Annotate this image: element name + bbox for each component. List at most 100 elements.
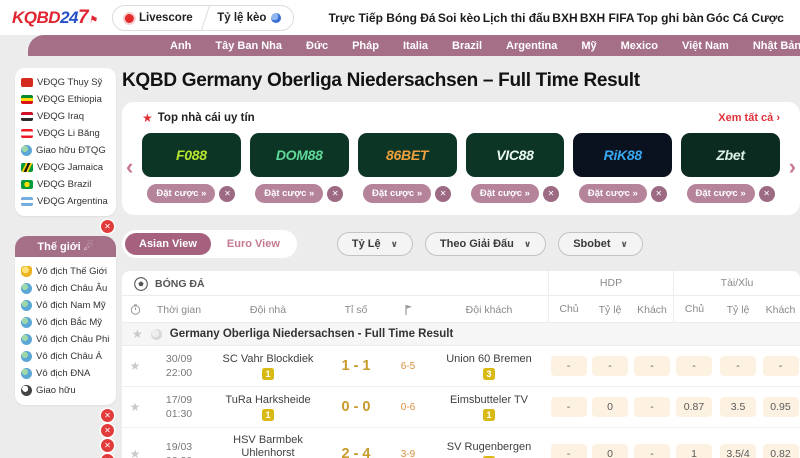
sidebar-item-giao-huu[interactable]: Giao hữu (21, 382, 110, 399)
bookmaker-logo-f088[interactable]: F088 (142, 133, 241, 177)
league-filter-dropdown[interactable]: Theo Giải Đấu ∨ (424, 232, 547, 256)
bet-button[interactable]: Đặt cược » (147, 184, 216, 203)
match-row[interactable]: ★ 19/0302:30 HSV Barmbek Uhlenhorst51 2 … (122, 428, 800, 458)
country-my[interactable]: Mỹ (581, 39, 597, 52)
away-team[interactable]: SV Rugenbergen1 (430, 441, 548, 458)
circle-x-icon[interactable]: ✕ (327, 185, 344, 202)
sidebar-item-jamaica[interactable]: VĐQG Jamaica (21, 159, 110, 176)
bookmaker-logo-86bet[interactable]: 86BET (357, 133, 457, 177)
close-icon[interactable]: ✕ (101, 454, 114, 458)
tab-euro-view[interactable]: Euro View (213, 233, 294, 255)
carousel-prev-icon[interactable]: ‹ (126, 154, 134, 179)
match-row[interactable]: ★ 17/09 01:30 TuRa Harksheide 1 0 - 0 0-6 … (122, 387, 800, 428)
favorite-star-icon[interactable]: ★ (129, 400, 141, 414)
odds-cell[interactable]: 3.5 (720, 397, 756, 417)
odds-toggle[interactable]: Tỷ lệ kèo (205, 6, 293, 30)
favorite-star-icon[interactable]: ★ (129, 359, 141, 373)
home-team[interactable]: SC Vahr Blockdiek 1 (222, 352, 314, 380)
odds-cell[interactable]: - (762, 356, 799, 376)
close-icon[interactable]: ✕ (101, 424, 114, 437)
country-anh[interactable]: Anh (170, 39, 192, 52)
odds-cell[interactable]: - (720, 356, 756, 376)
odds-cell[interactable]: - (676, 356, 712, 376)
country-viet-nam[interactable]: Việt Nam (681, 39, 729, 52)
country-mexico[interactable]: Mexico (620, 39, 658, 52)
circle-x-icon[interactable]: ✕ (219, 185, 236, 202)
star-icon[interactable]: ★ (132, 327, 143, 341)
circle-x-icon[interactable]: ✕ (650, 185, 667, 202)
bookmaker-logo-rik88[interactable]: RiK88 (573, 133, 673, 177)
bet-button[interactable]: Đặt cược » (363, 184, 432, 203)
sidebar-item-nam-my[interactable]: Vô địch Nam Mỹ (21, 297, 110, 314)
bet-button[interactable]: Đặt cược » (255, 184, 324, 203)
circle-x-icon[interactable]: ✕ (435, 185, 452, 202)
sidebar-item-chau-au[interactable]: Vô địch Châu Âu (21, 280, 110, 297)
country-phap[interactable]: Pháp (352, 39, 379, 52)
nav-truc-tiep[interactable]: Trực Tiếp Bóng Đá (328, 10, 436, 25)
odds-cell[interactable]: 0 (592, 397, 628, 417)
country-tay-ban-nha[interactable]: Tây Ban Nha (215, 39, 283, 52)
circle-x-icon[interactable]: ✕ (542, 185, 559, 202)
nav-soi-keo[interactable]: Soi kèo (437, 10, 481, 25)
odds-cell[interactable]: - (592, 356, 628, 376)
nav-lich-thi-dau[interactable]: Lịch thi đấu (482, 10, 551, 25)
sidebar-item-chau-a[interactable]: Vô địch Châu Á (21, 348, 110, 365)
bookmaker-filter-dropdown[interactable]: Sbobet ∨ (558, 232, 643, 256)
tab-asian-view[interactable]: Asian View (125, 233, 211, 255)
country-brazil[interactable]: Brazil (452, 39, 483, 52)
country-italia[interactable]: Italia (402, 39, 429, 52)
odds-cell[interactable]: - (634, 444, 670, 458)
country-argentina[interactable]: Argentina (506, 39, 558, 52)
carousel-next-icon[interactable]: › (788, 154, 796, 179)
close-icon[interactable]: ✕ (101, 220, 114, 233)
odds-cell[interactable]: 3.5/4 (720, 444, 756, 458)
odds-cell[interactable]: - (550, 444, 587, 458)
odds-cell[interactable]: 0 (592, 444, 628, 458)
sidebar-item-dna[interactable]: Vô địch ĐNA (21, 365, 110, 382)
sidebar-item-brazil[interactable]: VĐQG Brazil (21, 176, 110, 193)
nav-goc-ca-cuoc[interactable]: Góc Cá Cược (706, 10, 784, 25)
sidebar-item-iraq[interactable]: VĐQG Iraq (21, 108, 110, 125)
odds-cell[interactable]: 0.95 (762, 397, 799, 417)
bet-button[interactable]: Đặt cược » (470, 184, 539, 203)
nav-top-ghi-ban[interactable]: Top ghi bàn (636, 10, 704, 25)
view-all-link[interactable]: Xem tất cả › (718, 112, 780, 124)
sidebar-item-argentina[interactable]: VĐQG Argentina (21, 193, 110, 210)
bookmaker-logo-vic88[interactable]: VIC88 (465, 133, 565, 177)
sidebar-item-li-bang[interactable]: VĐQG Li Băng (21, 125, 110, 142)
nav-bxh-fifa[interactable]: BXH FIFA (579, 10, 635, 25)
odds-cell[interactable]: - (550, 356, 587, 376)
bet-button[interactable]: Đặt cược » (686, 184, 755, 203)
country-duc[interactable]: Đức (306, 39, 329, 52)
odds-cell[interactable]: - (550, 397, 587, 417)
nav-bxh[interactable]: BXH (552, 10, 578, 25)
sidebar-item-bac-my[interactable]: Vô địch Bắc Mỹ (21, 314, 110, 331)
odds-cell[interactable]: 0.82 (762, 444, 799, 458)
odds-cell[interactable]: - (634, 356, 670, 376)
site-logo[interactable]: KQBD 24 7 ⚑ (12, 7, 98, 29)
odds-cell[interactable]: - (634, 397, 670, 417)
favorite-star-icon[interactable]: ★ (129, 447, 141, 458)
odds-type-dropdown[interactable]: Tỷ Lệ ∨ (336, 232, 413, 256)
country-nhat-ban[interactable]: Nhật Bản (752, 39, 800, 52)
odds-cell[interactable]: 1 (676, 444, 712, 458)
bookmaker-logo-dom88[interactable]: DOM88 (249, 133, 349, 177)
sidebar-item-ethiopia[interactable]: VĐQG Ethiopia (21, 91, 110, 108)
close-icon[interactable]: ✕ (101, 439, 114, 452)
bet-button[interactable]: Đặt cược » (578, 184, 647, 203)
home-team[interactable]: TuRa Harksheide 1 (225, 393, 311, 421)
match-row[interactable]: ★ 30/09 22:00 SC Vahr Blockdiek 1 1 - 1 6-… (122, 346, 800, 387)
livescore-toggle[interactable]: Livescore (112, 5, 210, 30)
bookmaker-logo-zbet[interactable]: Zbet (681, 133, 780, 177)
close-icon[interactable]: ✕ (101, 409, 114, 422)
away-team[interactable]: Eimsbutteler TV 1 (449, 393, 529, 421)
circle-x-icon[interactable]: ✕ (758, 185, 775, 202)
sidebar-item-thuy-sy[interactable]: VĐQG Thụy Sỹ (21, 74, 110, 91)
league-header-row[interactable]: ★ Germany Oberliga Niedersachsen - Full … (122, 323, 800, 346)
sidebar-item-chau-phi[interactable]: Vô địch Châu Phi (21, 331, 110, 348)
sidebar-item-giao-huu-dtqg[interactable]: Giao hữu ĐTQG (21, 142, 110, 159)
away-team[interactable]: Union 60 Bremen 3 (446, 352, 532, 380)
sidebar-item-vo-dich-the-gioi[interactable]: Vô địch Thế Giới (21, 263, 110, 280)
home-team[interactable]: HSV Barmbek Uhlenhorst51 (233, 434, 303, 458)
odds-cell[interactable]: 0.87 (676, 397, 712, 417)
